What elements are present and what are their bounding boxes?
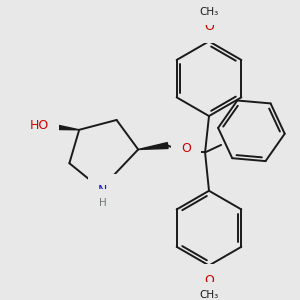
Polygon shape <box>138 142 168 149</box>
Text: O: O <box>182 142 191 155</box>
Text: CH₃: CH₃ <box>200 290 219 300</box>
Polygon shape <box>44 122 79 130</box>
Text: O: O <box>204 20 214 33</box>
Text: O: O <box>204 274 214 287</box>
Text: CH₃: CH₃ <box>200 7 219 17</box>
Text: HO: HO <box>29 119 49 132</box>
Text: N: N <box>98 184 107 197</box>
Text: H: H <box>99 198 107 208</box>
